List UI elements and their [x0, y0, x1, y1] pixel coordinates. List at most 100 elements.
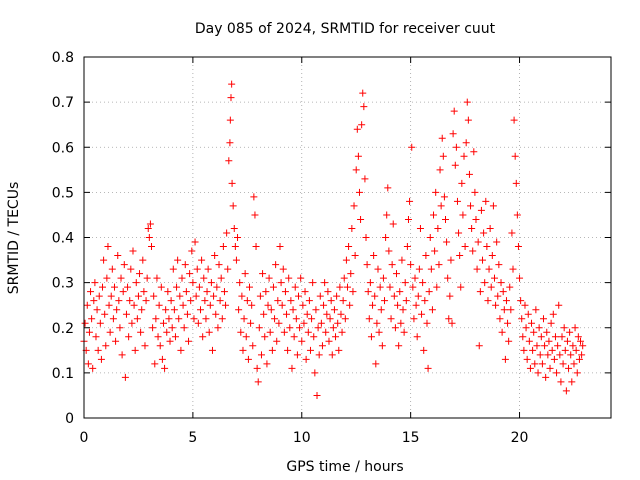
data-point — [218, 315, 226, 323]
data-point — [474, 238, 482, 246]
data-point — [228, 80, 236, 88]
data-point — [577, 337, 585, 345]
data-point — [81, 319, 89, 327]
data-point — [308, 315, 316, 323]
data-point — [578, 351, 586, 359]
data-point — [521, 301, 529, 309]
data-point — [486, 224, 494, 232]
data-point — [226, 116, 234, 124]
data-point — [362, 234, 370, 241]
data-point — [400, 328, 408, 336]
data-point — [409, 283, 417, 291]
data-point — [548, 346, 556, 354]
chart-title: Day 085 of 2024, SRMTID for receiver cuu… — [195, 21, 496, 37]
data-point — [322, 328, 330, 336]
data-point — [138, 306, 146, 314]
data-point — [149, 324, 157, 332]
data-point — [143, 274, 151, 282]
data-point — [452, 143, 460, 151]
data-point — [464, 116, 472, 124]
data-point — [345, 243, 353, 251]
y-tick-label: 0.4 — [52, 231, 74, 247]
data-point — [256, 292, 264, 300]
data-point — [554, 342, 562, 350]
data-point — [159, 319, 167, 327]
data-point — [455, 229, 463, 237]
data-point — [444, 274, 452, 282]
data-point — [316, 292, 324, 300]
data-point — [293, 351, 301, 359]
data-point — [244, 355, 252, 363]
data-point — [398, 256, 406, 264]
data-point — [567, 351, 575, 359]
data-point — [374, 265, 382, 273]
data-point — [93, 306, 101, 314]
y-tick-label: 0 — [65, 411, 74, 427]
data-point — [161, 364, 169, 372]
data-point — [311, 369, 319, 377]
data-point — [557, 378, 565, 386]
data-point — [414, 292, 422, 300]
data-point — [560, 324, 568, 332]
data-point — [173, 283, 181, 291]
data-point — [432, 188, 440, 196]
data-point — [338, 328, 346, 336]
data-point — [480, 229, 488, 237]
data-point — [302, 355, 310, 363]
data-point — [250, 193, 258, 201]
data-point — [261, 333, 269, 341]
data-point — [203, 288, 211, 296]
data-point — [462, 139, 470, 147]
data-point — [101, 310, 109, 318]
data-point — [113, 306, 121, 314]
data-point — [566, 328, 574, 336]
data-point — [241, 270, 249, 278]
data-point — [575, 355, 583, 363]
y-tick-label: 0.8 — [52, 50, 74, 66]
x-tick-label: 20 — [511, 430, 529, 446]
data-point — [104, 243, 112, 251]
data-point — [525, 337, 533, 345]
data-point — [553, 369, 561, 377]
data-point — [158, 355, 166, 363]
data-point — [547, 319, 555, 327]
data-point — [181, 261, 189, 269]
data-point — [407, 261, 415, 269]
data-point — [323, 310, 331, 318]
data-point — [469, 247, 477, 255]
data-point — [465, 170, 473, 178]
data-point — [530, 328, 538, 336]
plot-frame — [83, 56, 612, 419]
data-point — [351, 252, 359, 260]
data-point — [403, 243, 411, 251]
data-point — [94, 346, 102, 354]
data-point — [437, 202, 445, 210]
data-point — [192, 292, 200, 300]
data-point — [555, 301, 563, 309]
data-point — [110, 283, 118, 291]
data-point — [84, 360, 92, 368]
data-point — [497, 279, 505, 287]
data-point — [188, 247, 196, 255]
data-point — [217, 274, 225, 282]
data-point — [350, 202, 358, 210]
data-point — [280, 328, 288, 336]
data-point — [559, 360, 567, 368]
data-point — [239, 346, 247, 354]
data-point — [529, 346, 537, 354]
data-point — [176, 292, 184, 300]
data-point — [416, 224, 424, 232]
x-tick-label: 15 — [402, 430, 420, 446]
data-point — [473, 265, 481, 273]
data-point — [504, 319, 512, 327]
data-point — [226, 139, 234, 147]
data-point — [481, 279, 489, 287]
data-point — [439, 152, 447, 160]
data-point — [550, 355, 558, 363]
data-point — [337, 310, 345, 318]
data-point — [415, 265, 423, 273]
data-point — [549, 310, 557, 318]
data-point — [120, 261, 128, 269]
data-point — [467, 202, 475, 210]
